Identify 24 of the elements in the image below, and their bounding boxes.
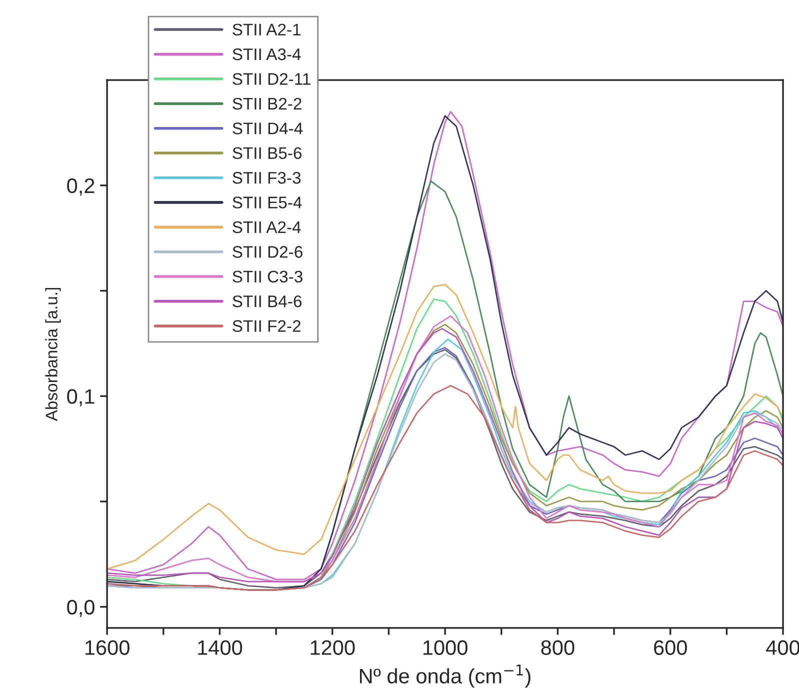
x-tick-label: 600 bbox=[654, 640, 687, 656]
legend-label: STII E5-4 bbox=[232, 196, 302, 208]
x-axis-title: Nº de onda (cm$^{−1}$) bbox=[360, 664, 530, 688]
legend-label: STII B5-6 bbox=[232, 147, 302, 160]
legend-label: STII D2-11 bbox=[232, 73, 310, 85]
legend-label: STII B2-2 bbox=[232, 98, 302, 110]
legend-label: STII A2-1 bbox=[232, 24, 301, 36]
y-tick-label: 0,1 bbox=[67, 389, 94, 406]
x-tick-label: 800 bbox=[541, 640, 574, 656]
x-tick-label: 1000 bbox=[423, 640, 468, 656]
y-tick-label: 0,2 bbox=[67, 178, 94, 196]
legend-label: STII A2-4 bbox=[232, 221, 301, 234]
x-tick-label: 1600 bbox=[85, 640, 130, 656]
x-tick-label: 1200 bbox=[310, 640, 355, 656]
x-tick-label: 1400 bbox=[198, 640, 242, 656]
y-axis-title: Absorbancia [a.u.] bbox=[45, 288, 61, 422]
legend-label: STII F3-3 bbox=[232, 172, 301, 184]
y-tick-label: 0,0 bbox=[67, 600, 94, 618]
legend-label: STII D2-6 bbox=[232, 246, 302, 258]
legend-label: STII A3-4 bbox=[232, 48, 301, 60]
legend-label: STII F2-2 bbox=[232, 320, 300, 332]
legend-label: STII C3-3 bbox=[232, 270, 302, 283]
legend-label: STII B4-6 bbox=[232, 295, 302, 308]
legend-label: STII D4-4 bbox=[232, 122, 303, 134]
